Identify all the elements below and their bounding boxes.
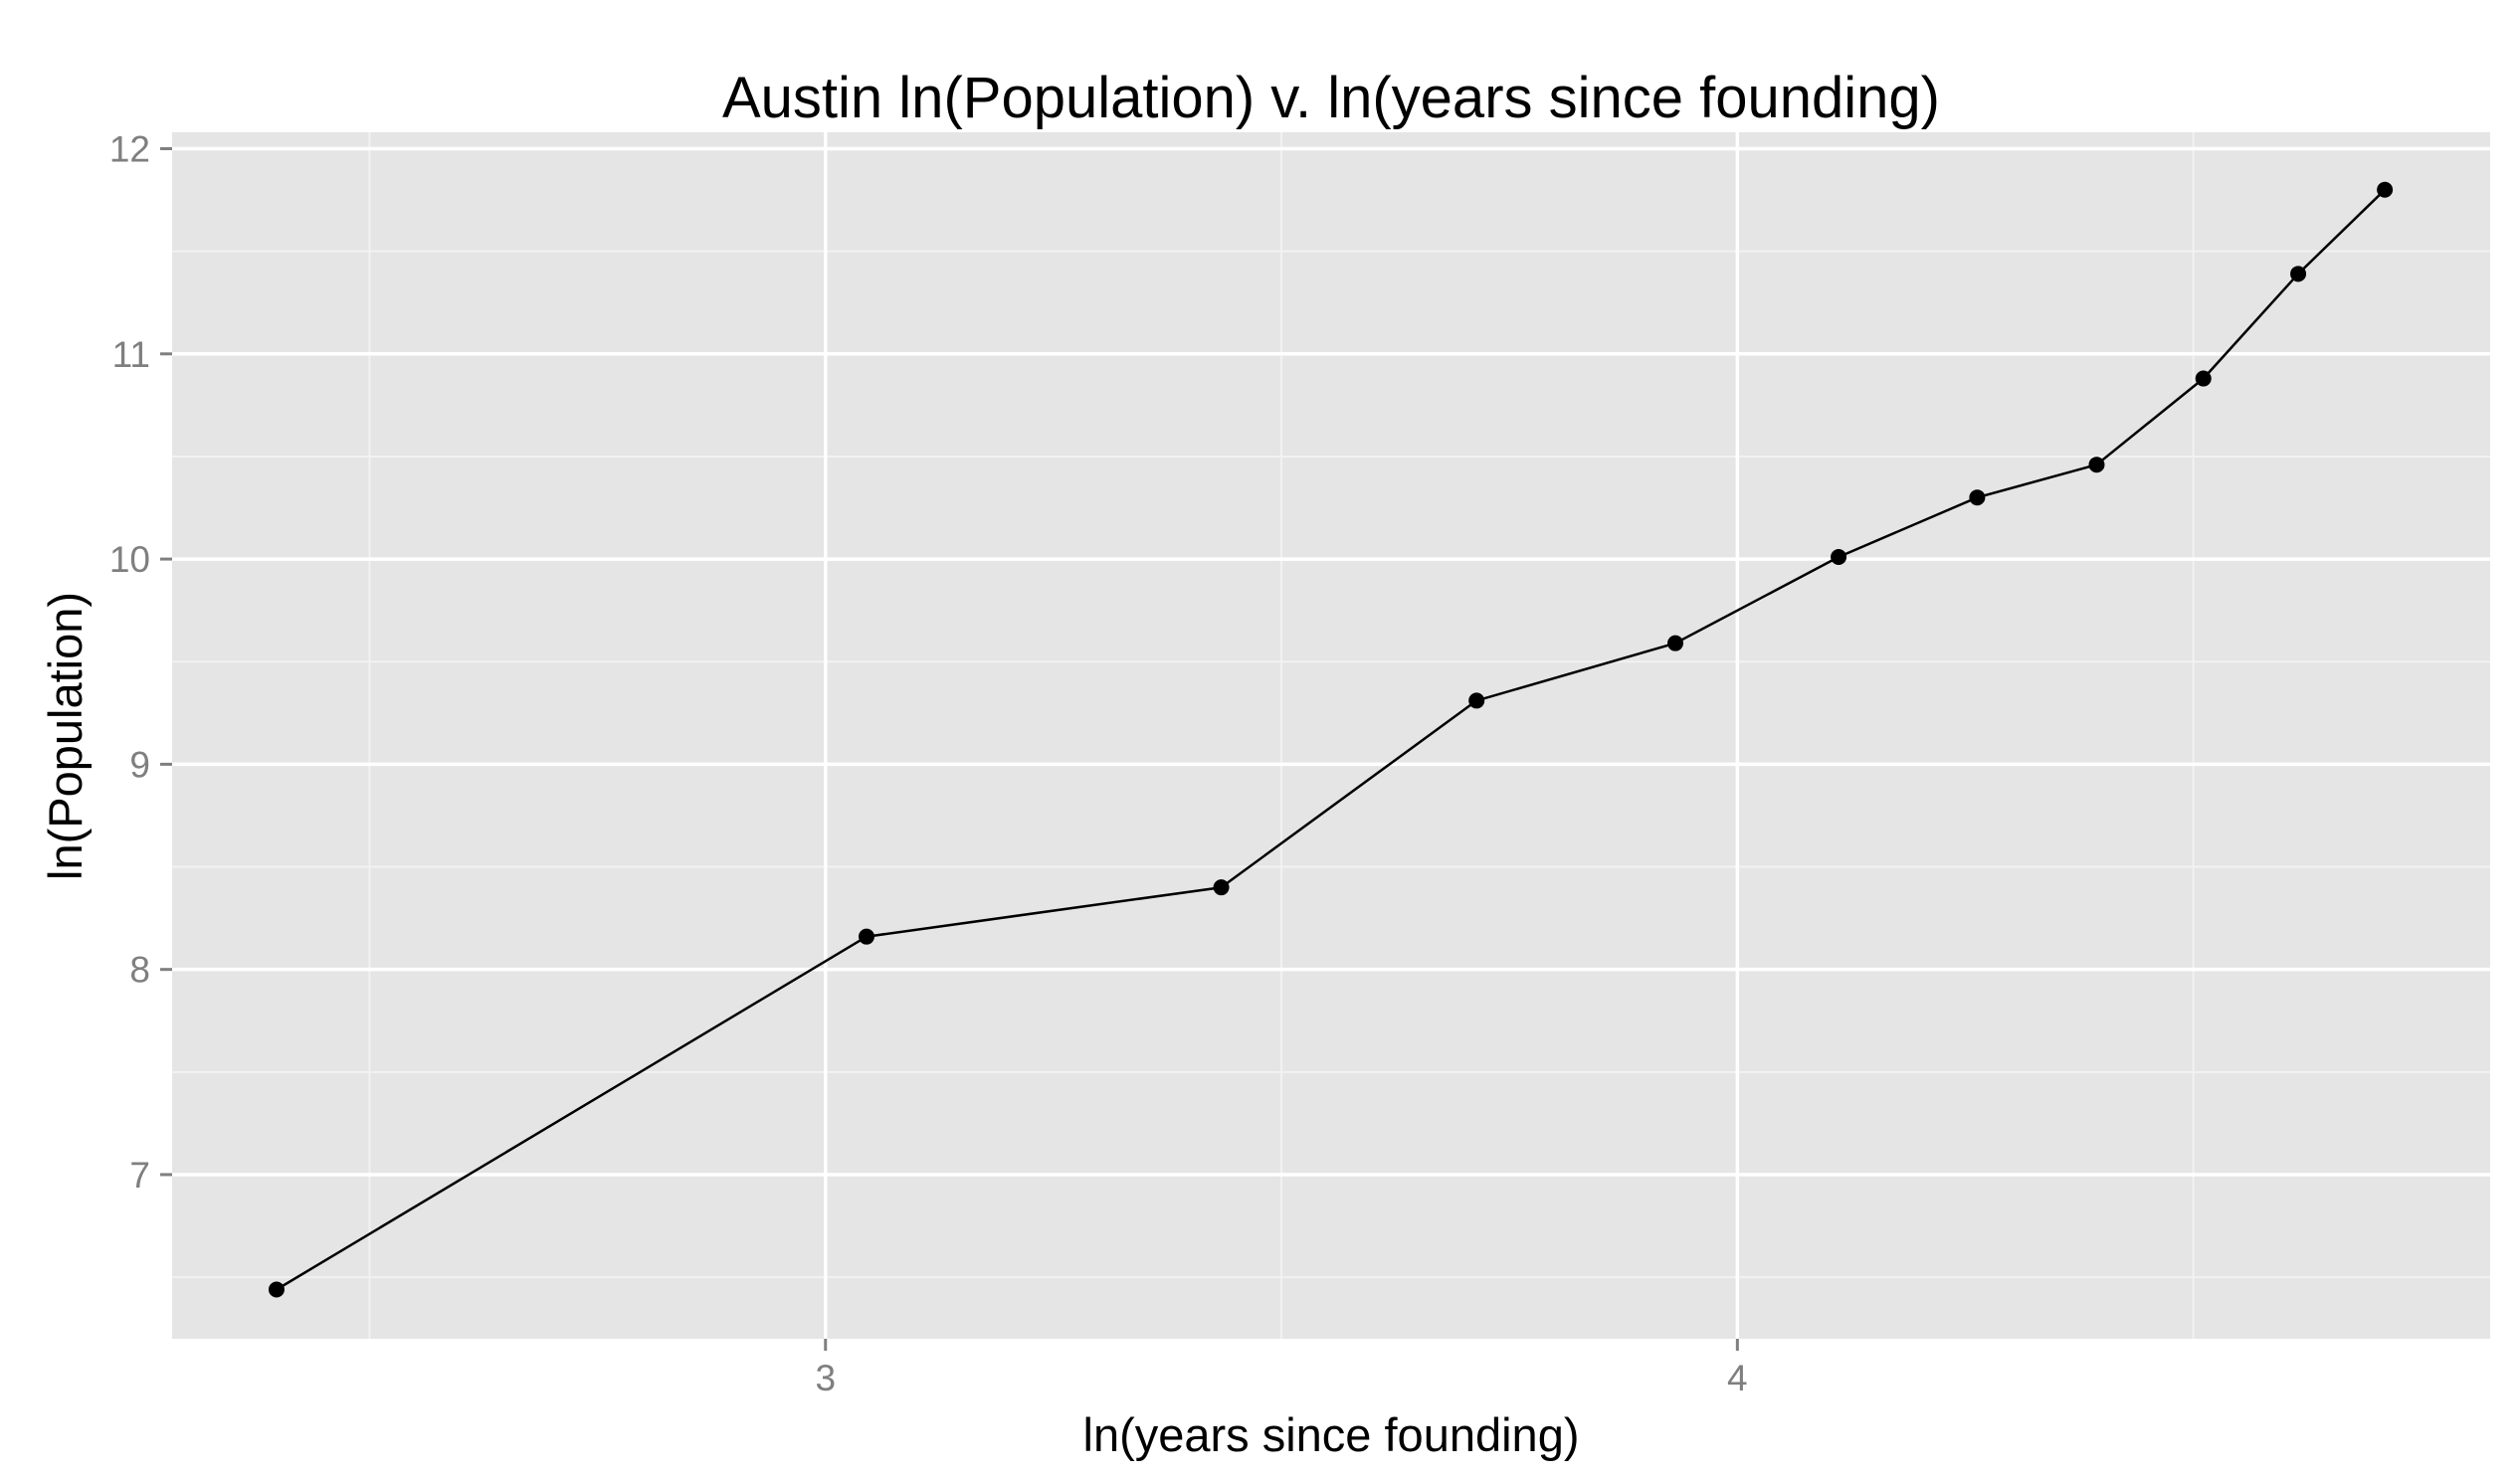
y-axis: 7 8 9 10 11 12: [109, 129, 172, 1196]
plot-panel: [172, 132, 2490, 1339]
y-tick-label: 11: [112, 334, 150, 375]
chart-title: Austin ln(Population) v. ln(years since …: [722, 66, 1940, 130]
data-point: [858, 928, 874, 945]
y-tick-label: 10: [109, 539, 150, 580]
data-point: [2088, 457, 2105, 473]
data-point: [2377, 181, 2394, 198]
x-tick-label: 4: [1727, 1358, 1748, 1398]
data-point: [2195, 370, 2212, 387]
data-point: [268, 1281, 285, 1298]
major-gridlines: [172, 132, 2490, 1339]
x-axis-title: ln(years since founding): [1083, 1408, 1580, 1461]
data-point: [1831, 549, 1847, 566]
data-series: [268, 181, 2394, 1298]
x-tick-label: 3: [815, 1358, 836, 1398]
data-point: [2290, 266, 2307, 282]
data-point: [1213, 879, 1230, 896]
y-tick-label: 7: [129, 1155, 150, 1196]
y-tick-label: 8: [129, 950, 150, 991]
minor-gridlines: [172, 132, 2490, 1339]
data-point: [1468, 692, 1485, 709]
y-tick-label: 9: [129, 744, 150, 785]
y-tick-label: 12: [109, 129, 150, 170]
y-axis-title: ln(Population): [39, 592, 92, 880]
data-point: [1667, 635, 1684, 651]
data-point: [1969, 489, 1986, 506]
